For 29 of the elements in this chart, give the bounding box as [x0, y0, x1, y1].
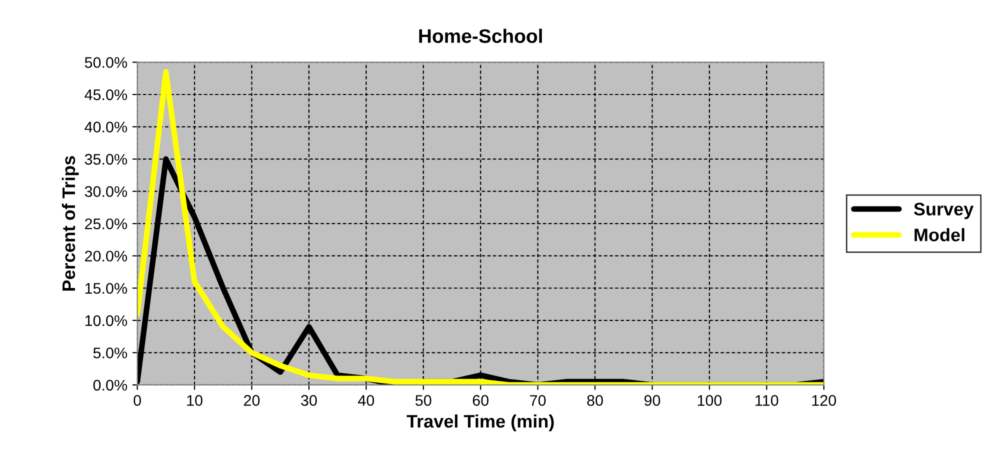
- y-tick-label: 30.0%: [84, 186, 128, 197]
- x-tick-label: 30: [301, 395, 317, 406]
- y-tick-label: 15.0%: [85, 282, 128, 294]
- x-axis-title: Travel Time (min): [406, 414, 554, 432]
- y-tick-label: 0.0%: [93, 380, 128, 391]
- y-tick-label: 35.0%: [84, 154, 128, 165]
- x-tick-label: 100: [698, 395, 722, 406]
- y-tick-label: 10.0%: [85, 315, 128, 326]
- x-tick-label: 70: [530, 395, 546, 406]
- x-tick-label: 90: [644, 395, 660, 406]
- y-tick-label: 25.0%: [85, 218, 128, 230]
- x-tick-label: 110: [756, 395, 778, 406]
- chart-title: Home-School: [419, 28, 542, 43]
- y-tick-label: 50.0%: [84, 57, 128, 68]
- y-tick-label: 40.0%: [84, 122, 128, 132]
- y-axis-title: Percent of Trips: [62, 156, 79, 291]
- x-tick-label: 0: [134, 395, 141, 406]
- x-tick-label: 40: [358, 395, 374, 406]
- x-tick-label: 20: [244, 395, 260, 406]
- x-tick-label: 10: [187, 395, 202, 406]
- x-tick-label: 80: [587, 395, 603, 406]
- y-tick-label: 20.0%: [85, 250, 128, 262]
- x-tick-label: 60: [472, 395, 488, 406]
- legend-label: Survey: [914, 202, 974, 220]
- y-tick-label: 45.0%: [84, 89, 128, 100]
- y-tick-label: 5.0%: [93, 348, 128, 358]
- x-tick-label: 50: [415, 395, 432, 406]
- x-tick-label: 120: [812, 395, 836, 406]
- legend-label: Model: [914, 228, 964, 242]
